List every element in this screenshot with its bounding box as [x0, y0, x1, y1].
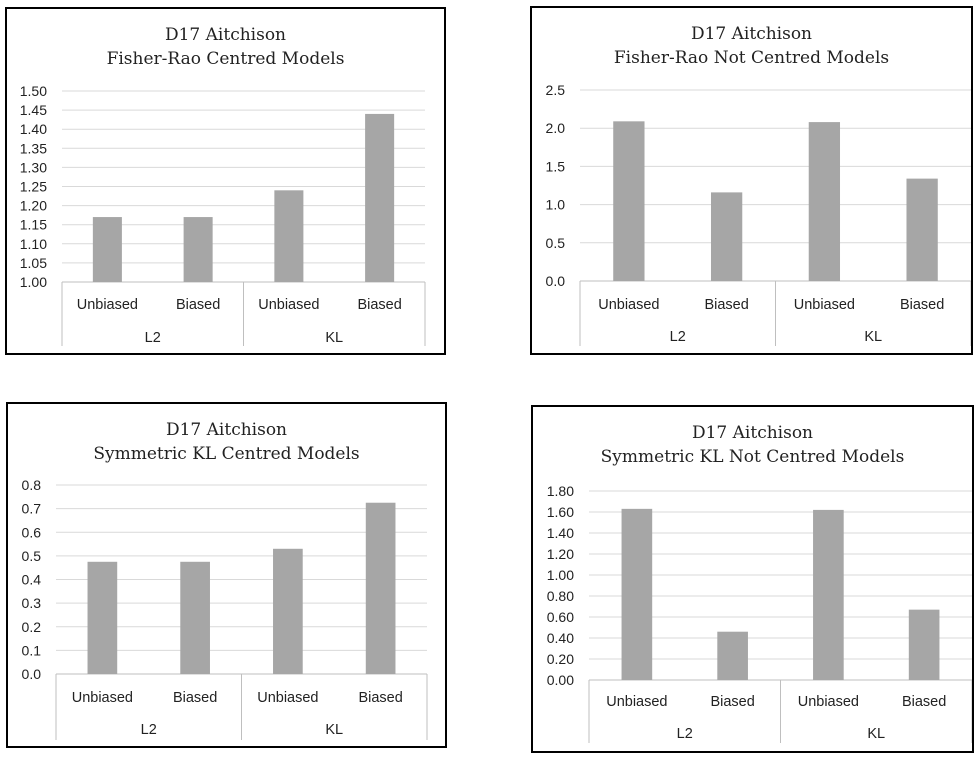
- y-tick-label: 1.10: [20, 236, 47, 252]
- chart-canvas: D17 Aitchison Fisher-Rao Not Centred Mode…: [546, 24, 971, 346]
- x-category-label: Biased: [704, 297, 748, 313]
- chart-symmetric-kl-centred: D17 Aitchison Symmetric KL Centred Models…: [6, 402, 447, 748]
- chart-title-line-1: D17 Aitchison: [692, 423, 813, 443]
- bar-unbiased-2: [274, 190, 304, 282]
- chart-symmetric-kl-not-centred: D17 Aitchison Symmetric KL Not Centred Mo…: [531, 405, 974, 753]
- y-tick-label: 1.05: [20, 255, 47, 271]
- bar-biased-1: [180, 561, 210, 674]
- y-tick-label: 1.25: [20, 179, 47, 195]
- y-tick-label: 0.7: [22, 501, 42, 517]
- x-group-label: L2: [145, 330, 161, 346]
- y-tick-label: 1.50: [20, 83, 47, 99]
- y-tick-label: 1.00: [20, 274, 47, 290]
- y-tick-label: 0.6: [22, 524, 42, 540]
- y-tick-label: 0.80: [547, 588, 574, 604]
- y-tick-label: 0.8: [22, 477, 42, 493]
- x-category-label: Unbiased: [798, 694, 859, 710]
- y-tick-label: 0.1: [22, 642, 42, 658]
- x-category-label: Unbiased: [606, 694, 667, 710]
- y-tick-label: 1.20: [20, 198, 47, 214]
- y-tick-label: 1.15: [20, 217, 47, 233]
- y-tick-label: 1.40: [547, 525, 574, 541]
- chart-title-line-1: D17 Aitchison: [691, 24, 812, 44]
- y-tick-label: 0.20: [547, 651, 574, 667]
- bar-biased-3: [365, 502, 396, 674]
- x-category-label: Unbiased: [794, 297, 855, 313]
- y-tick-label: 1.35: [20, 140, 47, 156]
- x-category-label: Biased: [173, 690, 217, 706]
- y-tick-label: 1.80: [547, 483, 574, 499]
- y-tick-label: 1.00: [547, 567, 574, 583]
- y-tick-label: 1.20: [547, 546, 574, 562]
- chart-canvas: D17 Aitchison Fisher-Rao Centred Models 1.…: [20, 25, 426, 346]
- chart-fisher-rao-not-centred: D17 Aitchison Fisher-Rao Not Centred Mode…: [530, 6, 973, 355]
- bar-biased-3: [908, 609, 940, 680]
- x-group-label: KL: [325, 330, 343, 346]
- x-category-label: Unbiased: [258, 297, 319, 313]
- chart-title-line-1: D17 Aitchison: [165, 25, 286, 45]
- y-tick-label: 1.0: [546, 197, 566, 213]
- y-tick-label: 0.2: [22, 619, 42, 635]
- bar-unbiased-2: [808, 122, 841, 281]
- chart-fisher-rao-centred: D17 Aitchison Fisher-Rao Centred Models 1.…: [5, 7, 446, 355]
- chart-canvas: D17 Aitchison Symmetric KL Not Centred Mo…: [547, 423, 972, 743]
- x-category-label: Biased: [710, 694, 754, 710]
- x-group-label: L2: [141, 722, 157, 738]
- y-tick-label: 1.60: [547, 504, 574, 520]
- y-tick-label: 0.0: [546, 273, 566, 289]
- bar-unbiased-2: [813, 509, 844, 680]
- bar-biased-3: [365, 113, 395, 282]
- x-group-label: KL: [867, 726, 885, 742]
- bar-biased-1: [717, 631, 748, 680]
- x-category-label: Biased: [176, 297, 220, 313]
- x-category-label: Unbiased: [72, 690, 133, 706]
- bar-biased-3: [906, 178, 938, 281]
- bar-biased-1: [710, 192, 743, 281]
- x-group-label: KL: [325, 722, 343, 738]
- y-tick-label: 2.5: [546, 82, 566, 98]
- chart-title-line-2: Fisher-Rao Not Centred Models: [614, 48, 889, 68]
- x-group-label: L2: [670, 329, 686, 345]
- bar-unbiased-0: [87, 561, 118, 674]
- y-tick-label: 0.3: [22, 595, 42, 611]
- y-tick-label: 2.0: [546, 120, 566, 136]
- y-tick-label: 1.40: [20, 121, 47, 137]
- y-tick-label: 0.4: [22, 572, 42, 588]
- chart-title-line-2: Fisher-Rao Centred Models: [107, 49, 345, 69]
- bar-unbiased-0: [621, 508, 653, 680]
- chart-title-line-2: Symmetric KL Centred Models: [93, 444, 359, 464]
- y-tick-label: 0.5: [22, 548, 42, 564]
- x-group-label: L2: [677, 726, 693, 742]
- y-tick-label: 1.45: [20, 102, 47, 118]
- bar-biased-1: [183, 217, 213, 282]
- y-tick-label: 0.60: [547, 609, 574, 625]
- x-category-label: Unbiased: [257, 690, 318, 706]
- bar-unbiased-0: [92, 217, 122, 282]
- bar-unbiased-0: [613, 121, 645, 281]
- x-category-label: Biased: [900, 297, 944, 313]
- chart-canvas: D17 Aitchison Symmetric KL Centred Models…: [22, 420, 428, 740]
- y-tick-label: 1.30: [20, 159, 47, 175]
- x-group-label: KL: [864, 329, 882, 345]
- x-category-label: Unbiased: [598, 297, 659, 313]
- y-tick-label: 0.40: [547, 630, 574, 646]
- y-tick-label: 1.5: [546, 158, 566, 174]
- bar-unbiased-2: [273, 548, 303, 674]
- y-tick-label: 0.00: [547, 672, 574, 688]
- x-category-label: Unbiased: [77, 297, 138, 313]
- y-tick-label: 0.5: [546, 235, 566, 251]
- x-category-label: Biased: [358, 690, 402, 706]
- chart-title-line-2: Symmetric KL Not Centred Models: [601, 447, 905, 467]
- x-category-label: Biased: [902, 694, 946, 710]
- y-tick-label: 0.0: [22, 666, 42, 682]
- x-category-label: Biased: [357, 297, 401, 313]
- chart-title-line-1: D17 Aitchison: [166, 420, 287, 440]
